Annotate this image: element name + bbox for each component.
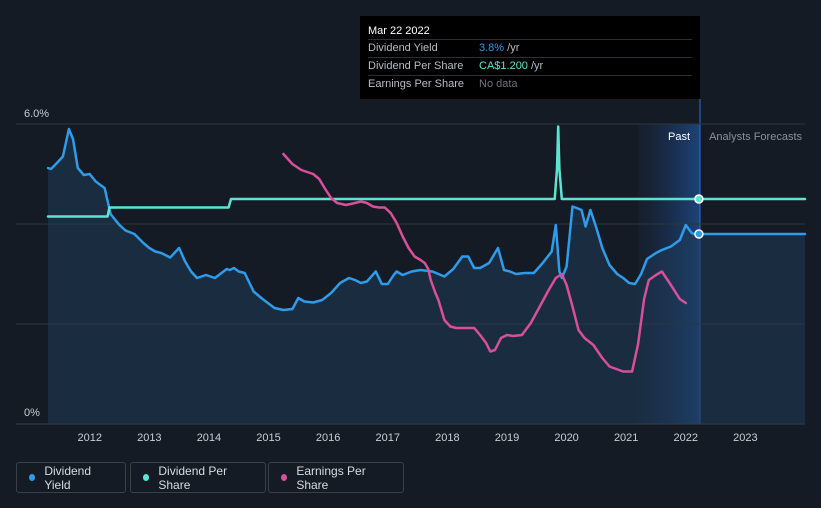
x-tick-label: 2018 — [435, 432, 459, 444]
legend-dividend-per-share[interactable]: Dividend Per Share — [130, 462, 266, 493]
x-tick-label: 2020 — [554, 432, 578, 444]
legend-earnings-per-share[interactable]: Earnings Per Share — [268, 462, 404, 493]
x-tick-label: 2017 — [376, 432, 400, 444]
x-tick-label: 2023 — [733, 432, 757, 444]
marker-dividend-per-share — [694, 194, 704, 204]
tooltip-row-yield: Dividend Yield 3.8% /yr — [368, 39, 692, 57]
x-tick-label: 2012 — [77, 432, 101, 444]
series-line-earnings-per-share — [282, 152, 688, 373]
legend-dividend-yield[interactable]: Dividend Yield — [16, 462, 126, 493]
tooltip-label: Earnings Per Share — [368, 78, 464, 90]
y-tick-label: 6.0% — [24, 108, 49, 120]
legend-label: Earnings Per Share — [296, 463, 366, 492]
forecast-label: Analysts Forecasts — [709, 131, 802, 143]
x-tick-label: 2021 — [614, 432, 638, 444]
tooltip-unit: /yr — [527, 60, 544, 72]
tooltip-row-dps: Dividend Per Share CA$1.200 /yr — [368, 57, 692, 75]
tooltip-value: CA$1.200 — [479, 60, 528, 72]
tooltip-unit: /yr — [504, 42, 520, 54]
x-tick-label: 2015 — [256, 432, 280, 444]
tooltip-value-group: 3.8% /yr — [479, 40, 519, 57]
tooltip-label: Dividend Per Share — [368, 60, 464, 72]
x-tick-label: 2022 — [674, 432, 698, 444]
marker-dividend-yield — [694, 229, 704, 239]
tooltip-date: Mar 22 2022 — [368, 25, 430, 37]
tooltip-row-eps: Earnings Per Share No data — [368, 75, 692, 93]
legend-label: Dividend Per Share — [158, 463, 228, 492]
past-label: Past — [668, 131, 690, 143]
tooltip-value-group: CA$1.200 /yr — [479, 58, 543, 75]
legend-dot-icon — [281, 474, 288, 481]
tooltip: Mar 22 2022 Dividend Yield 3.8% /yr Divi… — [360, 16, 700, 99]
x-tick-label: 2014 — [197, 432, 221, 444]
series-area-dividend-yield — [48, 129, 805, 424]
legend-dot-icon — [29, 474, 36, 481]
y-tick-label: 0% — [24, 407, 40, 419]
series-line-dividend-yield — [46, 127, 807, 312]
legend-label: Dividend Yield — [44, 463, 92, 492]
x-tick-label: 2019 — [495, 432, 519, 444]
series-line-dividend-per-share — [46, 125, 807, 218]
x-tick-label: 2013 — [137, 432, 161, 444]
tooltip-value-group: No data — [479, 76, 518, 93]
tooltip-label: Dividend Yield — [368, 42, 438, 54]
tooltip-value: No data — [479, 78, 518, 90]
tooltip-value: 3.8% — [479, 42, 505, 54]
x-tick-label: 2016 — [316, 432, 340, 444]
legend-dot-icon — [143, 474, 150, 481]
